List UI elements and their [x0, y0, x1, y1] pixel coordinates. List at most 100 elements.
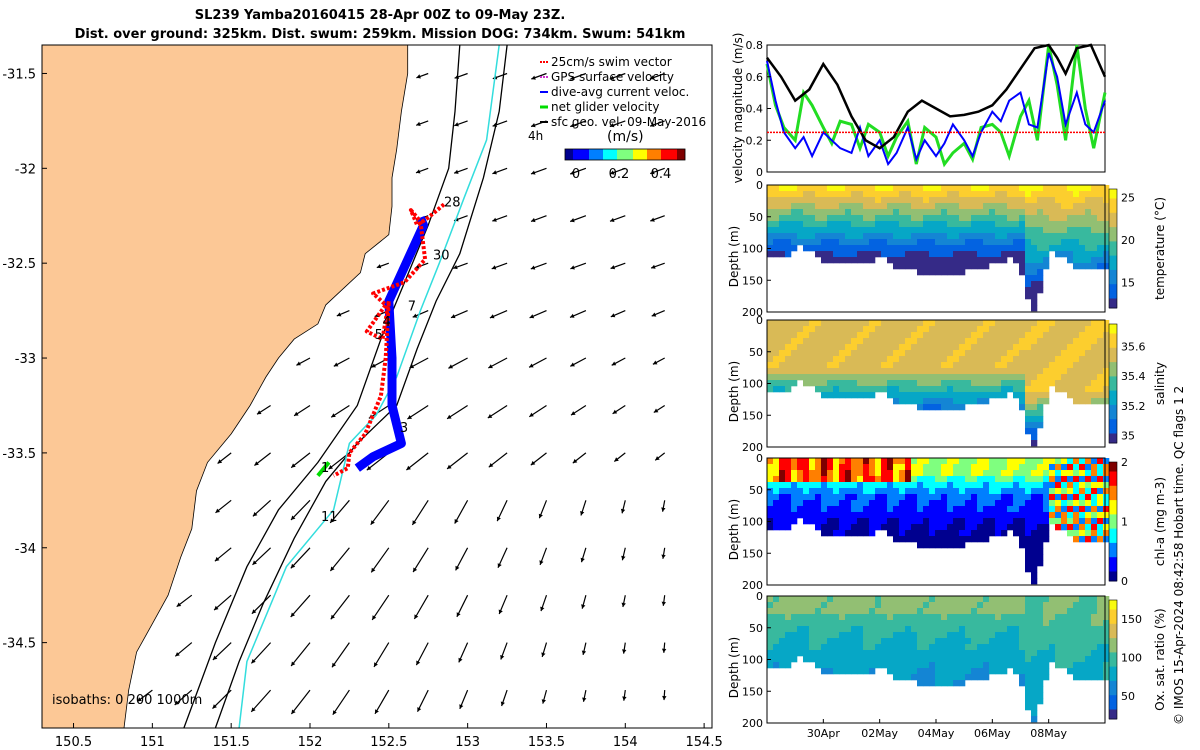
vector-arrow — [215, 499, 232, 514]
section-colorbar-cell — [1109, 335, 1117, 339]
current-vector-field — [136, 72, 667, 716]
section-colorbar-cell — [1109, 528, 1117, 532]
section-colorbar-cell — [1109, 647, 1117, 651]
section-colorbar-cell — [1109, 324, 1117, 327]
section-colorbar-cell — [1109, 414, 1117, 418]
velocity-ylabel: velocity magnitude (m/s) — [731, 33, 745, 184]
vector-arrow — [621, 547, 626, 561]
vector-arrow — [528, 404, 547, 418]
section-colorbar-cell — [1109, 253, 1117, 257]
vector-arrow — [610, 310, 626, 318]
vector-arrow — [412, 547, 429, 573]
velocity-panel: 0 0.2 0.4 0.6 0.8 velocity magnitude (m/s) — [731, 33, 1107, 184]
vector-arrow — [580, 500, 587, 516]
vector-arrow — [611, 357, 626, 366]
legend-cbar-cell — [579, 149, 582, 160]
section-colorbar-cell — [1109, 609, 1117, 613]
section-colorbar-cell — [1109, 521, 1117, 525]
vector-arrow — [487, 404, 508, 419]
legend-cbar-cell — [647, 149, 650, 160]
vector-arrow — [540, 595, 548, 612]
section-colorbar-cell — [1109, 604, 1117, 608]
section-colorbar-cell — [1109, 673, 1117, 677]
section-y-tick-label: 50 — [749, 211, 763, 224]
legend-cbar-cell — [667, 149, 670, 160]
map-y-tick-label: -32.5 — [2, 257, 36, 272]
section-colorbar-cell — [1109, 376, 1117, 380]
vector-arrow — [609, 215, 626, 222]
section-colorbar-cell — [1109, 359, 1117, 363]
map-y-ticks: -31.5 -32 -32.5 -33 -33.5 -34 -34.5 — [2, 67, 47, 652]
section-colorbar-cell — [1109, 362, 1117, 365]
vector-arrow — [500, 689, 508, 707]
vector-arrow — [453, 167, 468, 174]
section-colorbar-cell — [1109, 191, 1117, 195]
vector-arrow — [330, 594, 350, 620]
section-cells — [767, 185, 1110, 312]
legend-cbar-cell — [619, 149, 622, 160]
legend-cbar-cell — [571, 149, 574, 160]
section-colorbar-cell — [1109, 369, 1117, 373]
section-salinity: 0 50 100 150 200 Depth (m) 35 35.2 35.4 35.6 salin… — [727, 314, 1167, 454]
isobath-cyan — [238, 45, 500, 728]
day-label: 7 — [408, 300, 416, 315]
vector-arrow — [458, 642, 469, 663]
section-colorbar-cell — [1109, 538, 1117, 542]
section-colorbar: 15 20 25 — [1108, 188, 1135, 309]
section-colorbar-cell — [1109, 200, 1117, 204]
section-y-tick-label: 200 — [742, 441, 763, 454]
legend-cbar-cell — [643, 149, 646, 160]
vector-arrow — [454, 500, 469, 524]
vector-arrow — [174, 642, 193, 657]
map-y-tick-label: -33 — [15, 352, 36, 367]
section-colorbar-cell — [1109, 621, 1117, 625]
vector-arrow — [459, 689, 469, 710]
legend-cbar-cell — [679, 149, 682, 160]
section-colorbar-cell — [1109, 602, 1117, 606]
section-colorbar-cell — [1109, 354, 1117, 358]
section-colorbar-cell — [1109, 488, 1117, 492]
section-colorbar-cell — [1109, 611, 1117, 615]
section-colorbar-cell — [1109, 540, 1117, 544]
vector-arrow — [570, 262, 587, 270]
section-colorbar-cell — [1109, 412, 1117, 415]
section-colorbar-frame — [1108, 188, 1118, 309]
section-colorbar-cell — [1109, 208, 1117, 211]
section-colorbar-frame — [1108, 599, 1118, 720]
legend-cbar-cell — [581, 149, 584, 160]
map-y-tick-label: -34.5 — [2, 637, 36, 652]
section-y-tick-label: 200 — [742, 579, 763, 592]
vector-arrow — [581, 642, 587, 656]
section-colorbar-cell — [1109, 666, 1117, 670]
section-colorbar-cell — [1109, 383, 1117, 387]
vector-arrow — [569, 72, 587, 80]
legend-cbar-cell — [631, 149, 634, 160]
vector-arrow — [413, 594, 429, 620]
legend-cbar-cell — [677, 149, 680, 160]
section-x-tick-label: 04May — [918, 727, 955, 740]
section-colorbar-cell — [1109, 678, 1117, 682]
figure-title-line1: SL239 Yamba20160415 28-Apr 00Z to 09-May… — [194, 8, 566, 23]
imos-credit: © IMOS 15-Apr-2024 08:42:58 Hobart time.… — [1172, 386, 1186, 725]
net-glider-velocity-track — [316, 461, 331, 477]
section-y-tick-label: 100 — [742, 654, 763, 667]
vector-arrow — [491, 262, 508, 270]
vector-arrow — [488, 452, 508, 468]
vector-arrow — [650, 262, 665, 269]
section-colorbar-cell — [1109, 573, 1117, 577]
section-colorbar-cell — [1109, 685, 1117, 689]
section-colorbar-cell — [1109, 222, 1117, 226]
legend-cbar-cell — [597, 149, 600, 160]
section-colorbar-cell — [1109, 490, 1117, 494]
legend-cbar-cell — [599, 149, 602, 160]
isobaths-label: isobaths: 0 200 1000m — [52, 693, 202, 708]
vector-arrow — [290, 642, 311, 667]
legend-cbar-cell — [641, 149, 644, 160]
section-cells — [767, 596, 1110, 723]
legend-cbar-cell — [639, 149, 642, 160]
section-colorbar-cell — [1109, 289, 1117, 292]
section-colorbar-cell — [1109, 628, 1117, 632]
